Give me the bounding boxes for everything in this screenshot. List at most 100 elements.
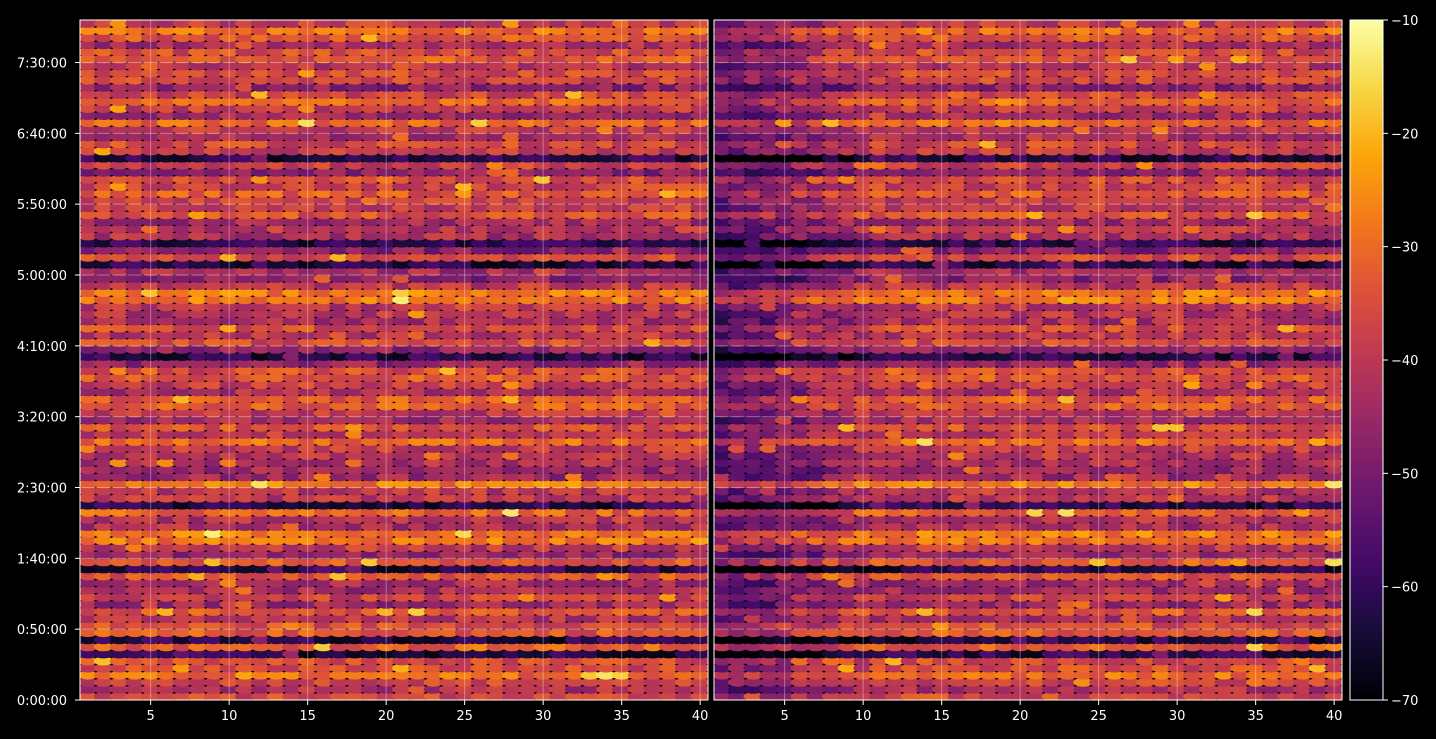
- heatmap-cell: [188, 663, 208, 673]
- heatmap-cell: [580, 274, 600, 283]
- heatmap-cell: [329, 82, 349, 92]
- heatmap-cell: [580, 437, 600, 446]
- heatmap-cell: [266, 614, 286, 623]
- heatmap-cell: [486, 394, 506, 404]
- heatmap-cell: [517, 75, 538, 85]
- heatmap-cell: [916, 677, 936, 687]
- heatmap-cell: [313, 451, 334, 460]
- heatmap-cell: [580, 401, 600, 411]
- heatmap-cell: [806, 522, 826, 531]
- heatmap-cell: [156, 373, 176, 383]
- heatmap-cell: [376, 621, 396, 630]
- heatmap-cell: [266, 238, 286, 248]
- heatmap-cell: [80, 90, 98, 99]
- heatmap-cell: [947, 529, 968, 538]
- heatmap-cell: [188, 146, 208, 156]
- heatmap-cell: [994, 585, 1015, 595]
- heatmap-cell: [345, 196, 365, 206]
- heatmap-cell: [266, 274, 286, 283]
- heatmap-cell: [172, 387, 192, 397]
- heatmap-cell: [643, 422, 663, 432]
- heatmap-cell: [674, 430, 695, 439]
- heatmap-cell: [80, 366, 98, 375]
- heatmap-cell: [172, 557, 192, 567]
- heatmap-cell: [774, 592, 795, 602]
- heatmap-cell: [1089, 564, 1109, 574]
- heatmap-cell: [627, 146, 648, 156]
- heatmap-cell: [674, 607, 695, 616]
- heatmap-cell: [297, 401, 318, 411]
- heatmap-cell: [313, 479, 334, 489]
- heatmap-cell: [188, 345, 208, 354]
- heatmap-cell: [1277, 628, 1297, 638]
- heatmap-cell: [156, 189, 176, 198]
- heatmap-cell: [627, 557, 648, 567]
- heatmap-cell: [580, 26, 600, 35]
- heatmap-cell: [963, 543, 983, 553]
- heatmap-cell: [564, 345, 585, 354]
- heatmap-cell: [790, 635, 811, 645]
- heatmap-cell: [235, 465, 255, 475]
- heatmap-cell: [250, 274, 271, 283]
- heatmap-cell: [549, 295, 569, 305]
- heatmap-cell: [1198, 585, 1219, 595]
- heatmap-cell: [188, 309, 208, 319]
- heatmap-cell: [1198, 529, 1219, 538]
- heatmap-cell: [266, 571, 286, 581]
- heatmap-cell: [549, 90, 569, 99]
- heatmap-cell: [219, 54, 239, 64]
- heatmap-cell: [502, 118, 522, 128]
- heatmap-cell: [172, 118, 192, 128]
- heatmap-cell: [235, 677, 255, 687]
- heatmap-cell: [549, 238, 569, 248]
- heatmap-cell: [125, 614, 145, 623]
- heatmap-cell: [963, 663, 983, 673]
- heatmap-cell: [109, 111, 129, 120]
- heatmap-cell: [125, 444, 145, 453]
- heatmap-cell: [1010, 592, 1030, 602]
- heatmap-cell: [931, 677, 952, 687]
- heatmap-cell: [963, 621, 983, 630]
- heatmap-cell: [297, 139, 318, 149]
- heatmap-cell: [156, 82, 176, 92]
- heatmap-cell: [674, 337, 695, 347]
- heatmap-cell: [345, 607, 365, 616]
- heatmap-cell: [203, 182, 224, 191]
- heatmap-cell: [1057, 522, 1078, 531]
- heatmap-cell: [250, 458, 271, 468]
- heatmap-cell: [156, 557, 176, 567]
- heatmap-cell: [203, 394, 224, 404]
- heatmap-cell: [93, 47, 114, 57]
- heatmap-cell: [690, 90, 708, 99]
- heatmap-cell: [1214, 677, 1235, 687]
- heatmap-cell: [643, 430, 663, 439]
- heatmap-cell: [203, 224, 224, 234]
- heatmap-cell: [596, 592, 616, 602]
- heatmap-cell: [439, 337, 459, 347]
- heatmap-cell: [611, 451, 632, 460]
- heatmap-cell: [486, 330, 506, 340]
- heatmap-cell: [235, 352, 255, 361]
- heatmap-cell: [659, 345, 679, 354]
- heatmap-cell: [580, 132, 600, 142]
- heatmap-cell: [900, 515, 920, 524]
- heatmap-cell: [486, 26, 506, 35]
- heatmap-cell: [1089, 493, 1109, 503]
- heatmap-cell: [1277, 529, 1297, 538]
- heatmap-cell: [674, 245, 695, 255]
- heatmap-cell: [596, 607, 616, 616]
- heatmap-cell: [486, 500, 506, 510]
- heatmap-cell: [329, 33, 349, 43]
- heatmap-cell: [423, 231, 443, 241]
- heatmap-cell: [313, 649, 334, 659]
- heatmap-cell: [439, 323, 459, 333]
- heatmap-cell: [549, 614, 569, 623]
- heatmap-cell: [486, 614, 506, 623]
- heatmap-cell: [156, 472, 176, 482]
- heatmap-cell: [1041, 592, 1062, 602]
- heatmap-cell: [643, 118, 663, 128]
- heatmap-cell: [1308, 614, 1329, 623]
- heatmap-cell: [743, 578, 763, 588]
- heatmap-cell: [1010, 635, 1030, 645]
- heatmap-cell: [360, 387, 381, 397]
